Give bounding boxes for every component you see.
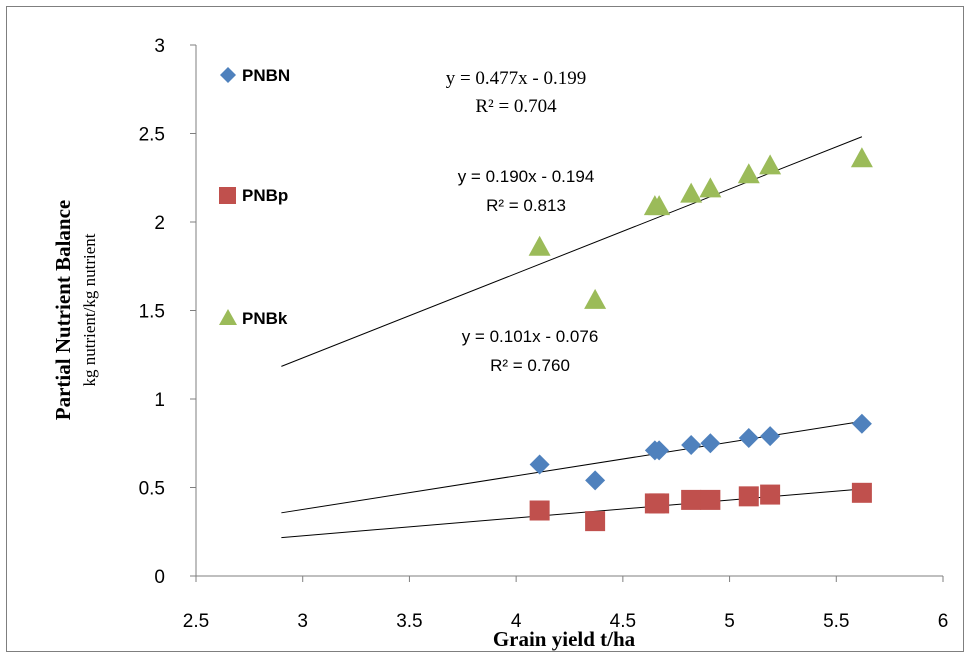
data-point-pnbk [584,288,607,309]
data-point-pnbn [681,435,702,456]
data-point-pnbp [700,489,721,510]
equation-pnbp: y = 0.101x - 0.076 [462,327,599,346]
legend-marker-pnbk [219,309,237,325]
data-point-pnbn [700,433,721,454]
data-point-pnbp [738,486,759,507]
data-point-pnbn [529,454,550,475]
y-tick-label: 0.5 [139,479,165,500]
data-point-pnbp [851,482,872,503]
data-point-pnbp [681,489,702,510]
data-point-pnbn [738,427,759,448]
trendline-equations: y = 0.190x - 0.194 R² = 0.813 y = 0.101x -… [446,68,599,375]
legend-label-pnbp: PNBp [242,186,288,205]
legend-marker-pnbp [219,187,236,204]
data-markers [528,147,873,532]
axes: 0 0.5 1 1.5 2 2.5 3 2.5 3 3.5 4 4.5 5 5.5 6 [139,36,949,632]
equation-pnbn: y = 0.190x - 0.194 [458,167,595,186]
data-point-pnbp [585,511,606,532]
x-tick-label: 6 [938,611,949,632]
x-tick-label: 4 [511,611,522,632]
y-axis-title: Partial Nutrient Balance [51,200,75,420]
r-squared-pnbp: R² = 0.760 [490,356,570,375]
data-point-pnbk [680,182,703,203]
y-tick-label: 2 [154,213,165,234]
y-tick-label: 1.5 [139,302,165,323]
legend-marker-pnbn [220,67,236,83]
x-axis-title: Grain yield t/ha [493,627,636,651]
data-point-pnbk [699,177,722,198]
data-point-pnbn [851,413,872,434]
data-point-pnbp [529,500,550,521]
data-point-pnbp [649,493,670,514]
legend-item-pnbn: PNBN [220,66,290,85]
legend: PNBN PNBp PNBk [219,66,290,328]
legend-item-pnbk: PNBk [219,309,288,328]
x-tick-label: 3.5 [396,611,422,632]
x-tick-label: 3 [297,611,308,632]
legend-label-pnbk: PNBk [242,309,288,328]
chart-frame [6,6,964,652]
x-tick-label: 5 [724,611,735,632]
x-tick-label: 5.5 [823,611,849,632]
data-point-pnbk [759,154,782,175]
y-tick-label: 1 [154,390,165,411]
y-tick-label: 3 [154,36,165,57]
x-tick-label: 2.5 [183,611,209,632]
r-squared-pnbk: R² = 0.704 [475,96,557,117]
x-tick-label: 4.5 [610,611,636,632]
trendline-pnbk [281,136,863,367]
data-point-pnbk [528,235,551,256]
equation-pnbk: y = 0.477x - 0.199 [446,68,587,89]
legend-label-pnbn: PNBN [242,66,290,85]
data-point-pnbn [760,426,781,447]
r-squared-pnbn: R² = 0.813 [486,196,566,215]
data-point-pnbk [850,147,873,168]
data-point-pnbn [585,470,606,491]
data-point-pnbp [760,484,781,505]
data-point-pnbn [649,440,670,461]
legend-item-pnbp: PNBp [219,186,288,205]
data-point-pnbk [737,163,760,184]
y-tick-label: 0 [154,567,165,588]
y-axis-unit: kg nutrient/kg nutrient [80,233,99,386]
data-point-pnbk [648,195,671,216]
y-tick-label: 2.5 [139,125,165,146]
